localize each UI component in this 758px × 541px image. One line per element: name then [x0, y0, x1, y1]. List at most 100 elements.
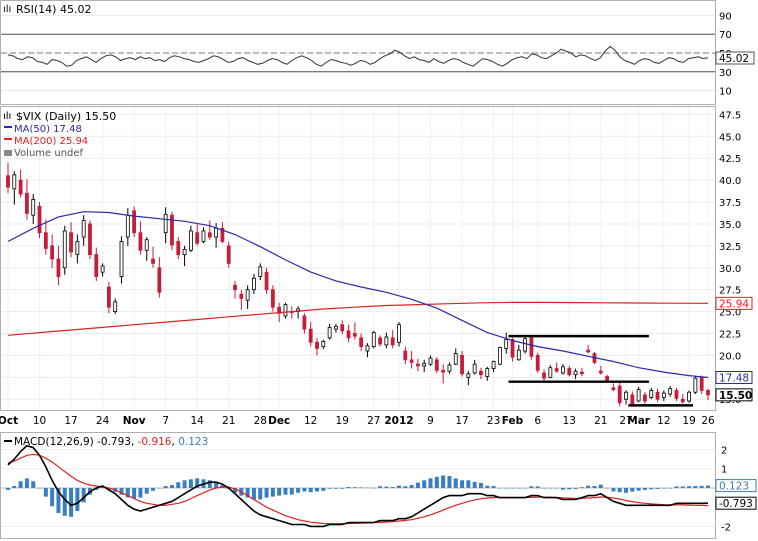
x-axis-label: 2012: [384, 415, 413, 427]
macd-tick-label: 2: [721, 446, 727, 457]
price-title-icon: ılı: [3, 111, 11, 122]
macd-histogram-bar: [277, 487, 282, 496]
candle-body: [277, 306, 282, 314]
candle: [258, 263, 263, 281]
candle-body: [567, 368, 572, 376]
macd-histogram-bar: [630, 487, 635, 492]
price-tick-label: 30.0: [719, 264, 741, 275]
candle-body: [447, 364, 452, 372]
candle: [479, 367, 483, 380]
macd-histogram-bar: [586, 485, 591, 488]
macd-histogram-bar: [560, 487, 565, 490]
macd-histogram-bar: [434, 476, 439, 488]
macd-histogram-bar: [523, 487, 528, 489]
macd-histogram-bar: [12, 486, 17, 488]
candle-body: [504, 339, 509, 349]
candle-body: [18, 179, 23, 195]
candle-body: [37, 206, 42, 234]
macd-histogram-bar: [699, 485, 704, 488]
candle-body: [428, 357, 433, 365]
candle: [466, 371, 471, 386]
candle: [270, 285, 275, 312]
macd-histogram-bar: [182, 480, 187, 488]
candle-body: [542, 372, 546, 379]
candle-body: [144, 239, 149, 251]
price-tick-label: 25.0: [719, 308, 741, 319]
price-tick-label: 40.0: [719, 176, 741, 187]
candle-body: [56, 258, 61, 277]
candle: [390, 329, 395, 349]
candle: [668, 386, 673, 397]
macd-title-signal: -0.916: [138, 436, 172, 448]
price-value-tag-box: [715, 388, 753, 402]
candle: [529, 335, 534, 360]
price-tick-label: 27.5: [719, 286, 741, 297]
price-value-tag-text: 17.48: [719, 372, 749, 384]
candle-body: [239, 293, 244, 299]
candle-body: [668, 388, 673, 395]
candle: [62, 225, 67, 275]
candle: [535, 352, 540, 373]
candle-body: [125, 214, 130, 238]
rsi-tick-label: 70: [719, 30, 732, 41]
candle-body: [397, 324, 401, 343]
candles: [6, 162, 710, 407]
macd-value-tag-box: [715, 496, 757, 510]
candle-body: [75, 241, 80, 256]
candle: [100, 263, 105, 277]
candle: [315, 337, 319, 356]
candle: [472, 359, 477, 375]
candle: [207, 220, 212, 240]
macd-histogram-bar: [548, 487, 553, 489]
macd-histogram-bar: [138, 487, 143, 498]
rsi-tick-label: 10: [719, 87, 732, 98]
trendlines: [508, 334, 694, 407]
macd-line: [7, 444, 709, 528]
candle-body: [605, 376, 609, 382]
macd-histogram-bar: [207, 480, 212, 488]
macd-histogram-bar: [157, 487, 162, 489]
candle: [195, 223, 200, 246]
ma50-legend-swatch: [4, 126, 12, 128]
macd-histogram-bar: [554, 487, 559, 489]
macd-histogram-bar: [668, 487, 673, 489]
macd-histogram-bar: [567, 487, 572, 490]
rsi-reference-lines: [1, 33, 715, 73]
candle: [441, 364, 446, 384]
x-axis-label: 27: [367, 415, 380, 427]
candle: [384, 332, 389, 349]
rsi-title: RSI(14) 45.02: [16, 3, 91, 16]
candle: [579, 367, 584, 377]
price-tick-label: 20.0: [719, 351, 741, 362]
candle-body: [31, 198, 36, 216]
candle: [460, 351, 464, 377]
candle-body: [113, 301, 118, 312]
macd-value-tag-text: -0.793: [719, 498, 753, 510]
macd-histogram-bar: [460, 480, 465, 488]
candle: [113, 298, 118, 315]
macd-histogram-bar: [365, 487, 370, 489]
candle: [365, 343, 370, 358]
macd-histogram-bar: [706, 485, 710, 488]
macd-histogram-bar: [289, 487, 294, 495]
price-tick-label: 32.5: [719, 242, 741, 253]
macd-histogram-bar: [504, 487, 509, 489]
candle: [434, 357, 439, 373]
x-axis-label: 17: [455, 415, 468, 427]
macd-histogram-bar: [69, 487, 74, 517]
candle-body: [138, 232, 143, 251]
candle: [18, 169, 23, 198]
candle-body: [390, 337, 395, 346]
price-legend: ılı $VIX (Daily) 15.50 MA(50) 17.48 MA(2…: [3, 110, 116, 159]
macd-histogram-bar: [428, 478, 433, 488]
price-title: $VIX (Daily) 15.50: [16, 110, 116, 123]
price-panel: 47.5 45.0 42.5 40.0 37.5 35.0 32.5 30.0 27.5 25.0…: [0, 106, 753, 427]
ma50-line: [7, 211, 709, 379]
candle-body: [378, 337, 382, 345]
candle: [378, 335, 382, 347]
candle: [548, 365, 553, 379]
macd-histogram-bar: [327, 487, 332, 489]
candle: [56, 245, 61, 286]
candle-body: [384, 336, 389, 346]
